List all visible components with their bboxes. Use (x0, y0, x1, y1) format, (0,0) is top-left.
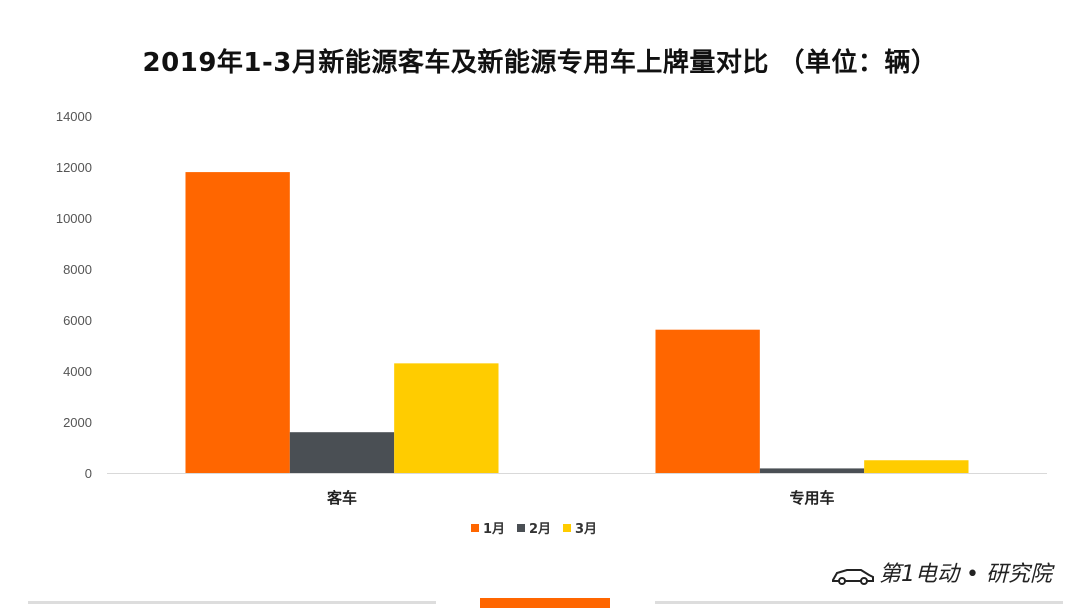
bar-3-1 (864, 460, 969, 473)
bar-2-1 (759, 468, 865, 473)
y-tick-label: 14000 (56, 109, 92, 124)
legend-swatch (563, 524, 571, 532)
y-tick-label: 6000 (63, 313, 92, 328)
y-tick-label: 8000 (63, 262, 92, 277)
footer-rule-left (28, 601, 436, 604)
bar-1-0 (185, 172, 290, 473)
chart-title: 2019年1-3月新能源客车及新能源专用车上牌量对比 （单位：辆） (142, 48, 938, 78)
y-tick-label: 4000 (63, 364, 92, 379)
footer-rule-right (655, 601, 1063, 604)
footer-accent-bar (480, 598, 610, 608)
y-tick-label: 0 (85, 466, 92, 481)
y-tick-label: 2000 (63, 415, 92, 430)
legend-label: 2月 (529, 522, 551, 537)
x-tick-label: 客车 (326, 489, 357, 507)
x-tick-label: 专用车 (789, 489, 834, 507)
bar-3-0 (394, 363, 499, 473)
watermark-text: 第1电动 • 研究院 (879, 562, 1052, 587)
legend-swatch (471, 524, 479, 532)
car-logo-icon (832, 569, 875, 585)
legend-swatch (517, 524, 525, 532)
y-tick-label: 10000 (56, 211, 92, 226)
bar-2-0 (289, 432, 395, 473)
legend-label: 3月 (575, 522, 597, 537)
bar-1-1 (655, 329, 760, 473)
legend-label: 1月 (483, 522, 505, 537)
y-tick-label: 12000 (56, 160, 92, 175)
brand-watermark: 第1电动 • 研究院 (831, 556, 1052, 588)
